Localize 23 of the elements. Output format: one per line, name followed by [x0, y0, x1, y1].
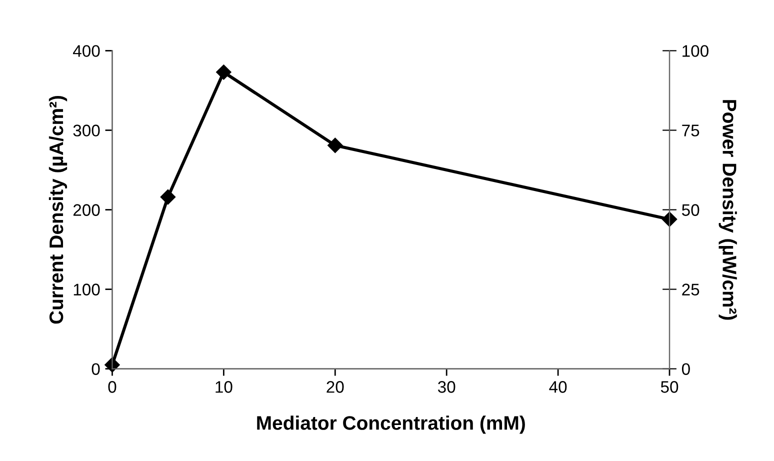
y2-tick-label: 0: [682, 363, 690, 376]
y-tick-label: 300: [73, 124, 100, 136]
x-tick-label: 40: [549, 381, 567, 393]
x-tick-label: 30: [438, 381, 456, 393]
x-tick-label: 10: [216, 381, 232, 393]
y2-tick-label: 25: [682, 284, 700, 296]
y2-axis-title: Power Density (µW/cm²): [718, 100, 737, 320]
x-tick-label: 50: [660, 381, 678, 393]
x-tick-label: 0: [108, 381, 116, 393]
y-tick-label: 200: [73, 204, 100, 216]
y2-tick-label: 75: [682, 124, 700, 136]
point: [328, 138, 343, 153]
y2-tick-label: 100: [682, 45, 708, 57]
y-tick-label: 0: [92, 363, 100, 376]
point: [662, 212, 678, 227]
point: [160, 189, 176, 205]
y-tick-label: 400: [73, 45, 100, 57]
y-tick-label: 100: [74, 284, 100, 296]
x-tick-label: 20: [326, 381, 344, 393]
y-axis-title: Current Density (µA/cm²): [48, 96, 68, 324]
x-axis-title: Mediator Concentration (mM): [257, 416, 525, 434]
point: [216, 64, 232, 80]
y2-tick-label: 50: [682, 204, 700, 216]
